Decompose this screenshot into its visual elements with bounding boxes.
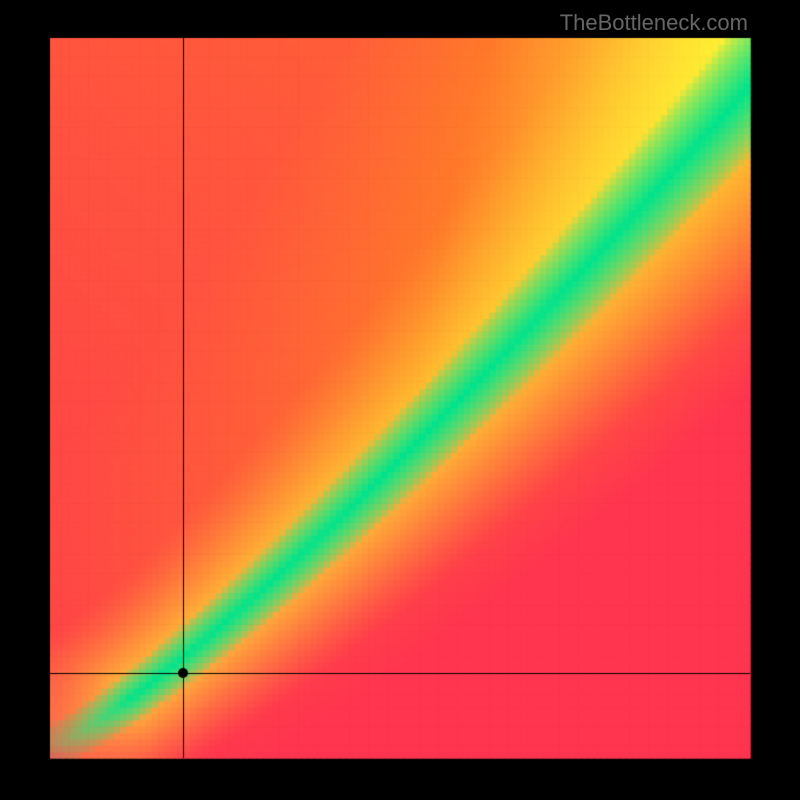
heatmap-canvas [0,0,800,800]
chart-container: TheBottleneck.com [0,0,800,800]
watermark-text: TheBottleneck.com [560,10,748,36]
